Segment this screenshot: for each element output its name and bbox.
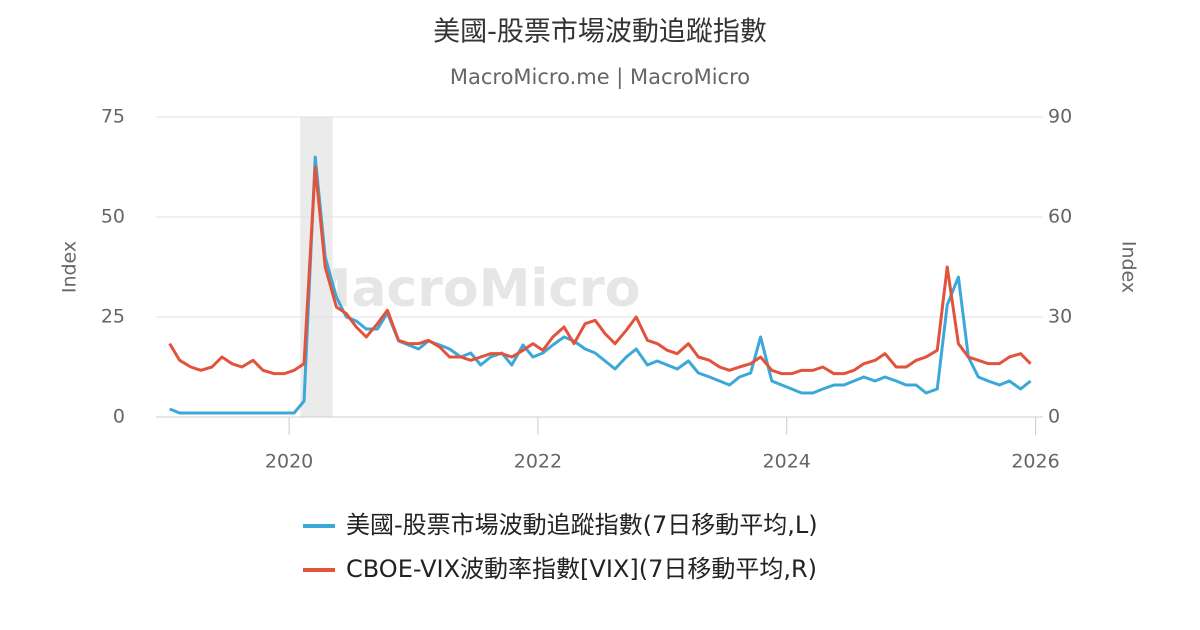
y2-tick-label: 90 (1048, 106, 1072, 128)
x-tick-label: 2020 (265, 451, 313, 473)
y-axis-label: Index (59, 241, 81, 293)
chart-subtitle: MacroMicro.me | MacroMicro (450, 65, 750, 90)
x-tick-label: 2024 (763, 451, 811, 473)
legend-label: CBOE-VIX波動率指數[VIX](7日移動平均,R) (346, 555, 817, 583)
chart-title: 美國-股票市場波動追蹤指數 (433, 17, 767, 48)
legend: 美國-股票市場波動追蹤指數(7日移動平均,L) CBOE-VIX波動率指數[VIX… (303, 511, 818, 583)
x-tick-label: 2026 (1011, 451, 1059, 473)
watermark: MacroMicro (300, 259, 641, 319)
y2-tick-label: 0 (1048, 406, 1060, 428)
y-tick-label: 0 (113, 406, 125, 428)
y-tick-label: 75 (101, 106, 125, 128)
y-tick-label: 25 (101, 306, 125, 328)
y2-tick-label: 30 (1048, 306, 1072, 328)
y2-axis-label: Index (1118, 241, 1140, 293)
series-line (168, 165, 1032, 376)
y2-tick-label: 60 (1048, 206, 1072, 228)
y-tick-label: 50 (101, 206, 125, 228)
legend-label: 美國-股票市場波動追蹤指數(7日移動平均,L) (346, 511, 818, 539)
x-tick-label: 2022 (514, 451, 562, 473)
